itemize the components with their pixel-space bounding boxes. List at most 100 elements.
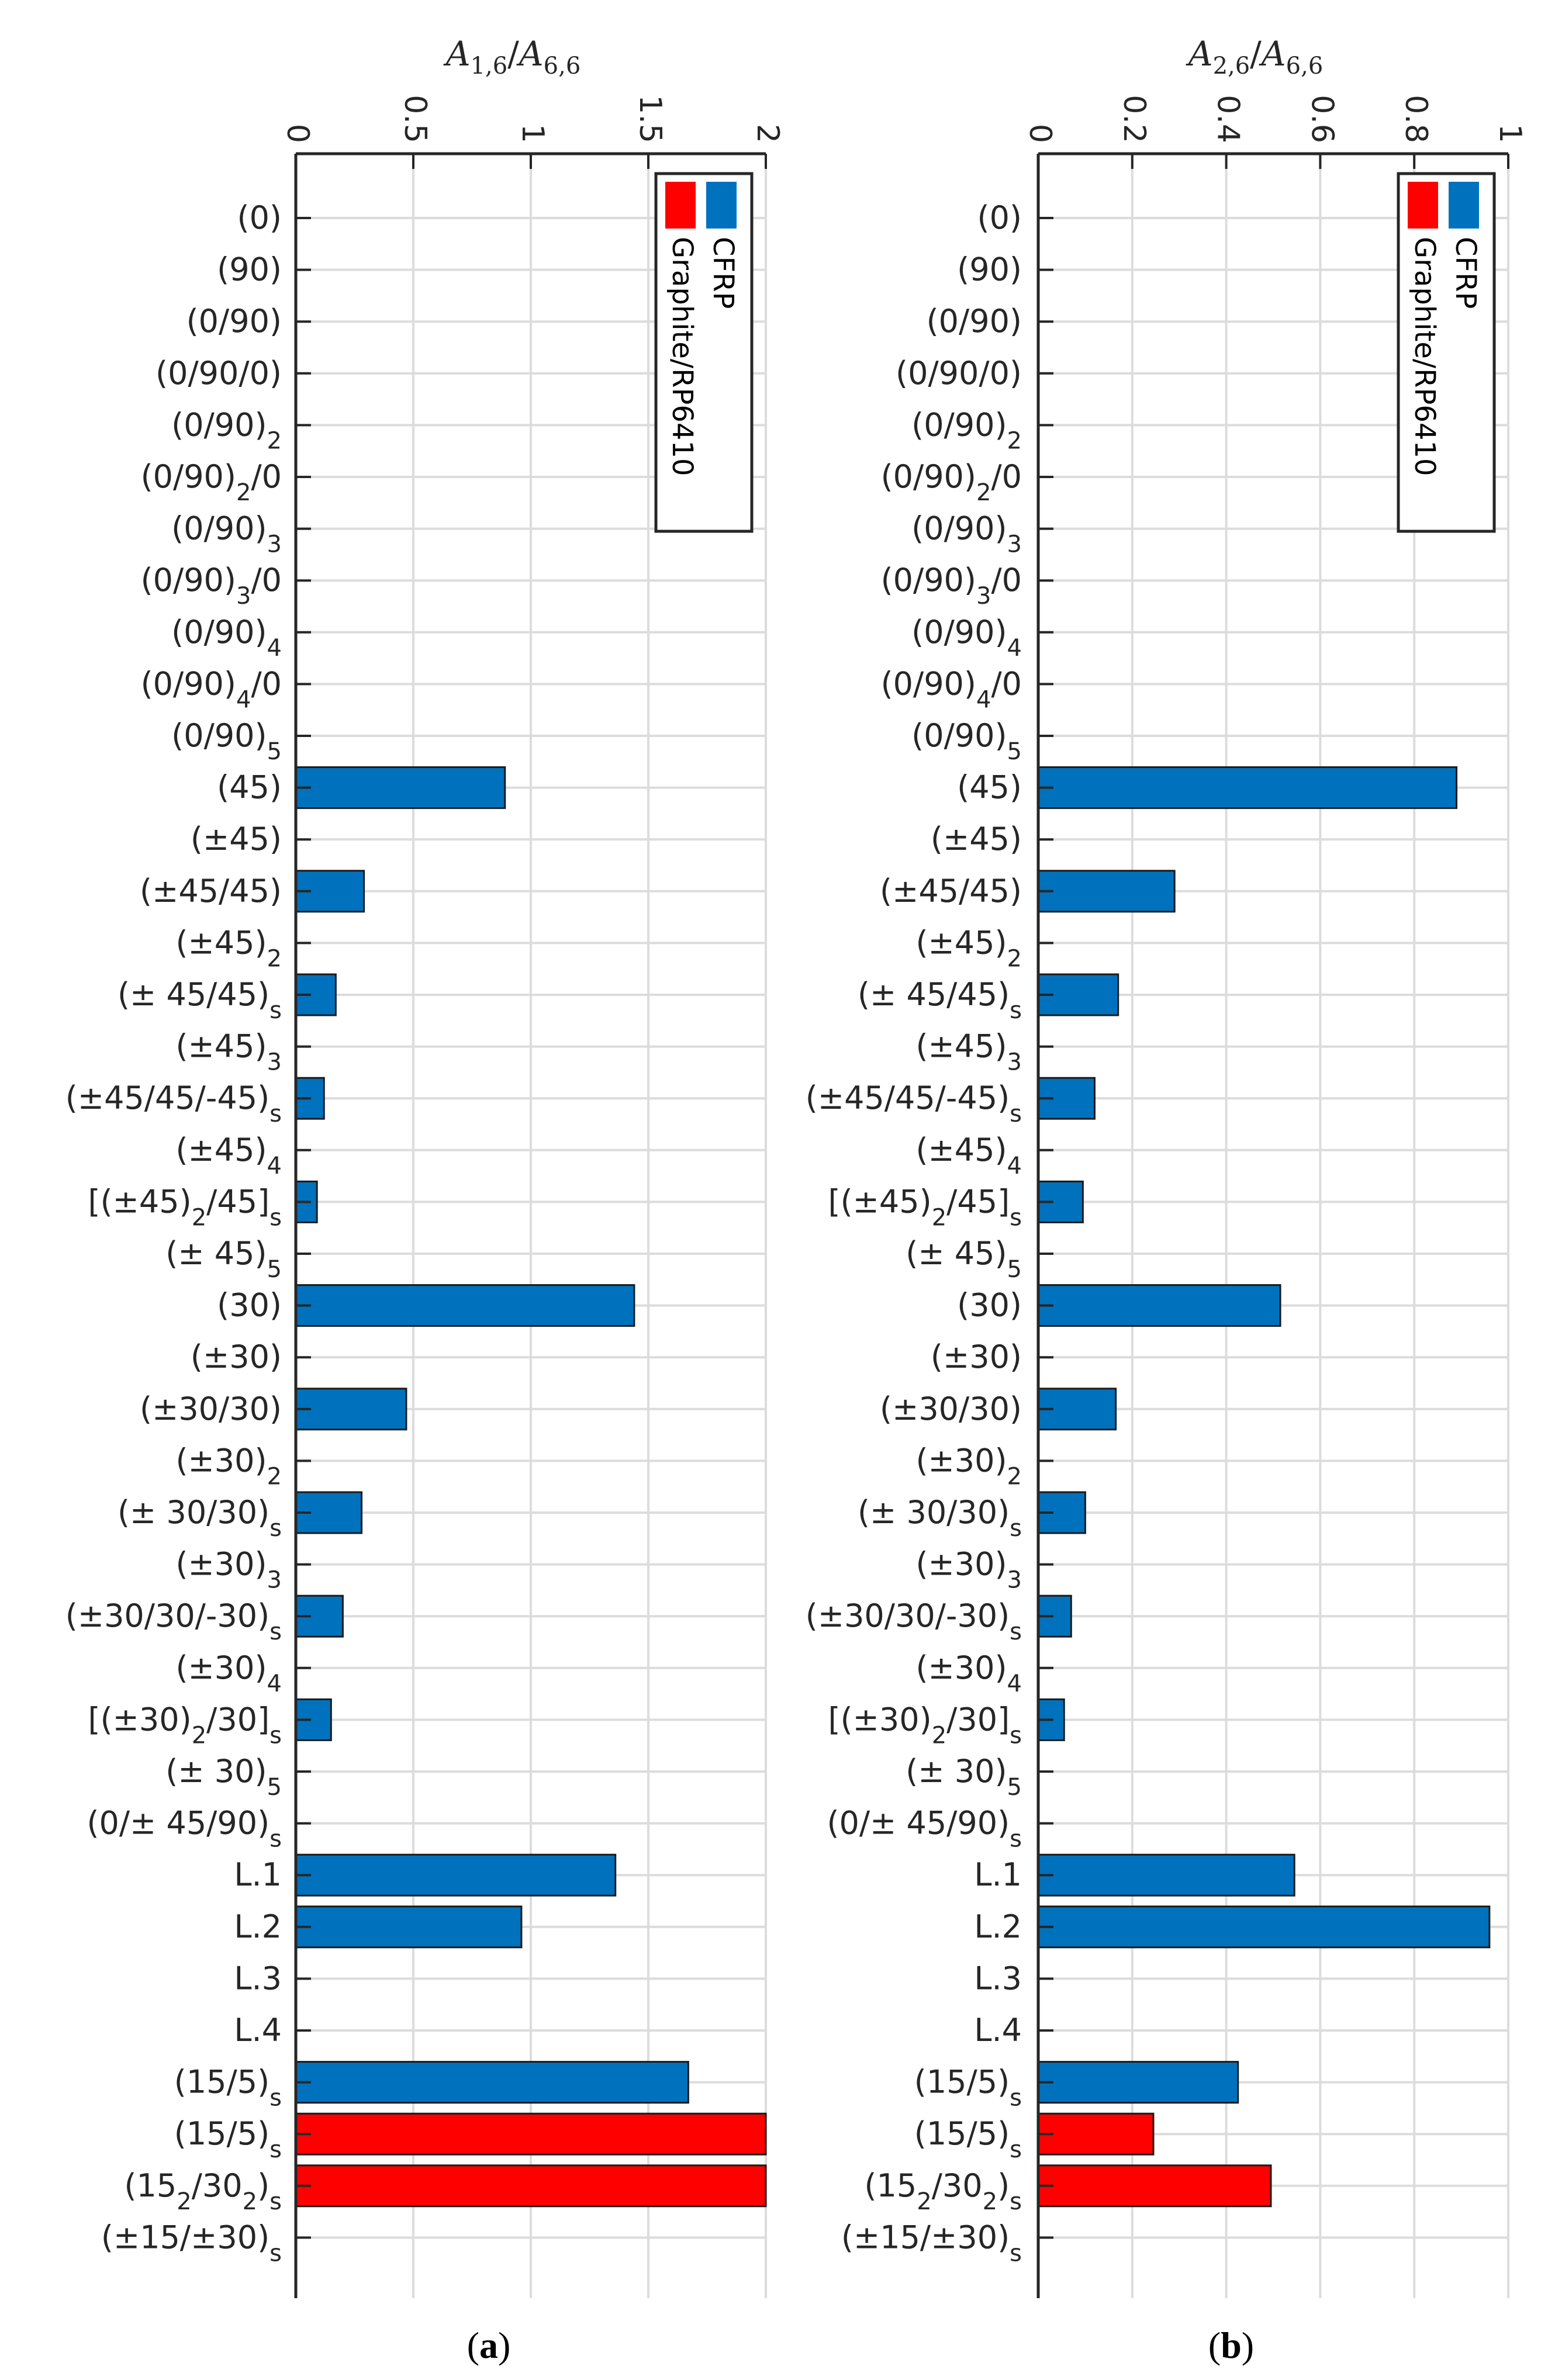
category-label: (±30)3 — [175, 1546, 282, 1594]
category-label: L.3 — [234, 1960, 282, 1997]
category-label: (±45) — [191, 821, 282, 857]
bar--15-5--37 — [295, 2112, 767, 2156]
bar-L-1-32 — [295, 1853, 617, 1897]
bar--30-30--23 — [295, 1388, 407, 1431]
legend-label: CFRP — [1449, 237, 1482, 309]
category-label: (0) — [977, 199, 1022, 236]
category-label: (±15/±30)s — [101, 2219, 282, 2267]
category-label: (90) — [217, 251, 282, 288]
category-label: (±30) — [191, 1338, 282, 1375]
legend-label: CFRP — [707, 237, 740, 309]
category-label: (±45/45/-45)s — [806, 1080, 1022, 1127]
legend-swatch — [1408, 182, 1438, 229]
category-label: (±30/30/-30)s — [806, 1597, 1022, 1645]
category-label: (±30)3 — [915, 1546, 1022, 1594]
bar-L-2-33 — [295, 1905, 523, 1949]
x-tick-label: 0.8 — [1398, 95, 1433, 143]
category-label: (±45)2 — [175, 924, 282, 972]
category-label: [(±45)2/45]s — [828, 1183, 1022, 1231]
bar--45--11 — [1037, 766, 1458, 810]
bar--30--21 — [295, 1284, 635, 1327]
category-label: (±45/45/-45)s — [65, 1080, 282, 1127]
bar--15-38 — [295, 2164, 767, 2208]
category-label: (±45/45) — [880, 873, 1022, 909]
category-label: (± 30)5 — [165, 1753, 282, 1801]
category-label: (±30/30/-30)s — [65, 1597, 282, 1645]
bar--45-45--13 — [1037, 870, 1176, 913]
category-label: (90) — [957, 251, 1022, 288]
category-label: (30) — [217, 1287, 282, 1324]
category-label: L.4 — [974, 2012, 1022, 2049]
category-label: (0/± 45/90)s — [87, 1805, 282, 1853]
category-label: (0/90)4/0 — [881, 665, 1022, 713]
category-label: L.3 — [974, 1960, 1022, 1997]
category-label: (0/± 45/90)s — [827, 1805, 1022, 1853]
x-tick-label: 0.4 — [1211, 95, 1246, 143]
category-label: (15/5)s — [914, 2064, 1022, 2112]
category-label: (0/90)4 — [171, 614, 282, 662]
chart-panel-b: 0 0.2 0.4 0.6 0.8 1 A2,6/A6,6 (0) (90) (0/90) (0/9… — [806, 34, 1528, 2366]
bar--30--21 — [1037, 1284, 1281, 1327]
x-tick-label: 0.6 — [1304, 95, 1339, 143]
category-label: (0/90) — [927, 303, 1022, 340]
x-tick-label: 1 — [1492, 124, 1528, 143]
category-label: (±15/±30)s — [841, 2219, 1022, 2267]
category-label: L.4 — [234, 2012, 282, 2049]
legend-swatch — [1449, 182, 1479, 229]
x-tick-label: 0 — [1022, 124, 1058, 143]
legend-label: Graphite/RP6410 — [1408, 237, 1441, 476]
panel-label: (b) — [1208, 2324, 1254, 2366]
category-label: (0/90)2 — [911, 406, 1022, 454]
category-label: (±45)4 — [915, 1132, 1022, 1179]
category-label: (0/90)3 — [171, 510, 282, 558]
x-axis-title: A1,6/A6,6 — [443, 34, 581, 79]
category-label: (±30)2 — [175, 1442, 282, 1490]
category-label: (0/90)3/0 — [141, 562, 282, 610]
category-label: (45) — [957, 769, 1022, 806]
category-label: (±45)2 — [915, 924, 1022, 972]
bar--15-5--36 — [1037, 2061, 1239, 2104]
category-label: (0/90) — [186, 303, 282, 340]
category-label: [(±45)2/45]s — [88, 1183, 282, 1231]
legend-box — [654, 172, 754, 533]
category-label: (15/5)s — [914, 2115, 1022, 2163]
bar--15-5--36 — [295, 2061, 689, 2104]
category-label: (± 45)5 — [165, 1235, 282, 1283]
category-label: (15/5)s — [174, 2115, 282, 2163]
category-label: L.2 — [974, 1908, 1022, 1945]
category-label: (±30)4 — [175, 1649, 282, 1697]
category-label: (152/302)s — [124, 2167, 282, 2215]
x-tick-label: 0.5 — [398, 95, 433, 143]
category-label: (0/90)2/0 — [141, 458, 282, 506]
category-label: (±45)4 — [175, 1132, 282, 1179]
legend-box — [1397, 172, 1496, 533]
x-tick-label: 1.5 — [633, 95, 668, 143]
category-label: [(±30)2/30]s — [828, 1701, 1022, 1749]
category-label: (45) — [217, 769, 282, 806]
category-label: (±45/45) — [140, 873, 282, 909]
category-label: (± 45)5 — [906, 1235, 1022, 1283]
x-tick-label: 1 — [515, 124, 550, 143]
category-label: (±30)4 — [915, 1649, 1022, 1697]
panel-label: (a) — [467, 2324, 511, 2366]
category-label: (0) — [237, 199, 282, 236]
category-label: (±45)3 — [915, 1028, 1022, 1076]
bar-L-2-33 — [1037, 1905, 1491, 1949]
category-label: L.1 — [974, 1856, 1022, 1893]
category-label: (0/90)5 — [911, 717, 1022, 765]
category-label: (± 45/45)s — [118, 976, 282, 1024]
category-label: (0/90)3 — [911, 510, 1022, 558]
bar--45--11 — [295, 766, 506, 810]
x-axis-title: A2,6/A6,6 — [1186, 34, 1324, 79]
category-label: (0/90)2 — [171, 406, 282, 454]
category-label: (30) — [957, 1287, 1022, 1324]
legend-swatch — [665, 182, 696, 229]
category-label: (± 30/30)s — [118, 1494, 282, 1542]
x-tick-label: 2 — [750, 124, 785, 143]
category-label: (0/90)4 — [911, 614, 1022, 662]
category-label: (0/90/0) — [896, 355, 1022, 392]
category-label: (±30/30) — [140, 1390, 282, 1427]
bar--15-38 — [1037, 2164, 1272, 2208]
